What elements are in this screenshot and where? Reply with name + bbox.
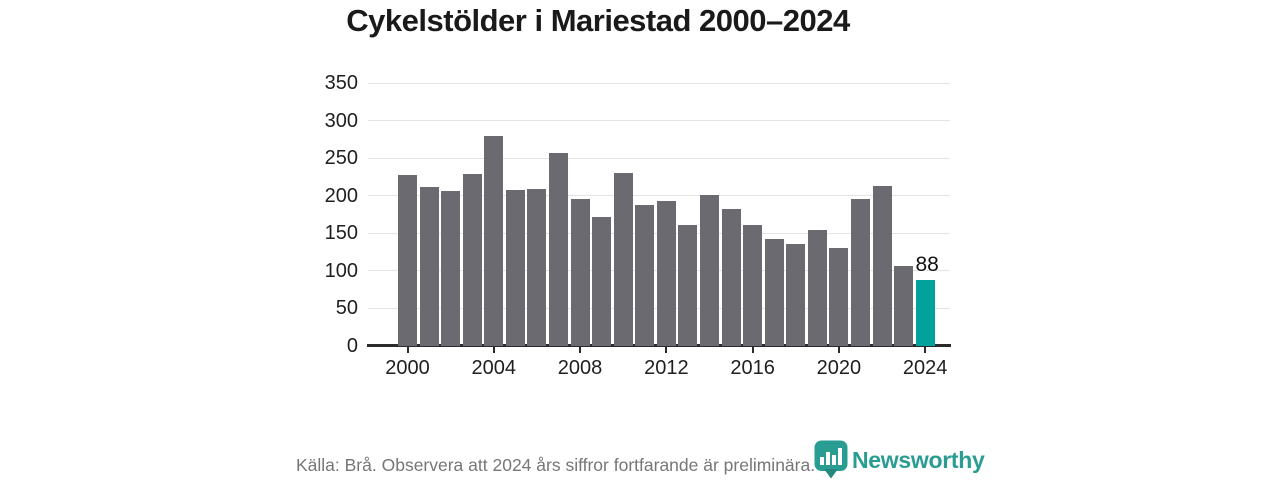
bar-2012: [656, 200, 676, 346]
x-tick-mark-2016: [751, 347, 754, 353]
bar-2004: [484, 136, 504, 346]
bar-2011: [635, 204, 655, 346]
newsworthy-logo-icon: [814, 440, 848, 479]
bar-2022: [872, 185, 892, 346]
bar-2003: [462, 173, 482, 346]
bar-2010: [613, 173, 633, 346]
x-tick-mark-2000: [406, 347, 409, 353]
bar-2007: [548, 152, 568, 346]
bar-2008: [570, 198, 590, 346]
y-tick-label: 350: [324, 72, 358, 94]
gridline-y-250: [368, 157, 950, 159]
y-tick-label: 50: [335, 297, 358, 319]
x-tick-label-2000: 2000: [385, 356, 430, 379]
bar-2001: [419, 187, 439, 346]
bar-value-label-2024: 88: [915, 252, 939, 276]
bar-2021: [850, 198, 870, 346]
bar-2006: [527, 188, 547, 346]
bar-2016: [743, 224, 763, 346]
x-tick-mark-2012: [665, 347, 668, 353]
x-tick-label-2024: 2024: [902, 356, 948, 379]
y-tick-label: 0: [346, 334, 358, 357]
bar-2018: [786, 243, 806, 346]
newsworthy-wordmark: Newsworthy: [852, 447, 985, 473]
y-tick-label: 150: [324, 222, 358, 244]
gridline-y-200: [368, 195, 950, 196]
newsworthy-brand: Newsworthy: [814, 440, 985, 479]
y-tick-label: 300: [324, 109, 358, 132]
y-tick-label: 100: [324, 259, 358, 282]
bar-2009: [592, 216, 612, 346]
x-tick-mark-2024: [924, 347, 927, 353]
bar-2024: [915, 279, 935, 346]
bar-2014: [699, 194, 719, 346]
bar-2023: [894, 266, 914, 346]
bar-2002: [441, 191, 461, 346]
bar-2015: [721, 209, 741, 346]
x-tick-mark-2004: [492, 347, 495, 353]
y-tick-label: 200: [324, 184, 358, 207]
x-tick-label-2012: 2012: [644, 356, 689, 379]
y-tick-label: 250: [324, 147, 358, 169]
x-tick-label-2020: 2020: [816, 356, 862, 379]
bar-2013: [678, 224, 698, 346]
x-tick-label-2016: 2016: [730, 356, 775, 379]
bar-2020: [829, 248, 849, 346]
gridline-y-350: [368, 82, 950, 84]
x-tick-label-2004: 2004: [471, 356, 517, 379]
x-tick-mark-2020: [837, 347, 840, 353]
chart-title: Cykelstölder i Mariestad 2000–2024: [346, 3, 850, 38]
gridline-y-300: [368, 120, 950, 121]
x-tick-mark-2008: [579, 347, 582, 353]
bar-2017: [764, 239, 784, 346]
x-tick-label-2008: 2008: [557, 356, 603, 379]
bar-2000: [398, 175, 417, 346]
bar-2019: [807, 230, 827, 346]
bar-2005: [505, 189, 525, 346]
source-note: Källa: Brå. Observera att 2024 års siffr…: [296, 455, 816, 475]
